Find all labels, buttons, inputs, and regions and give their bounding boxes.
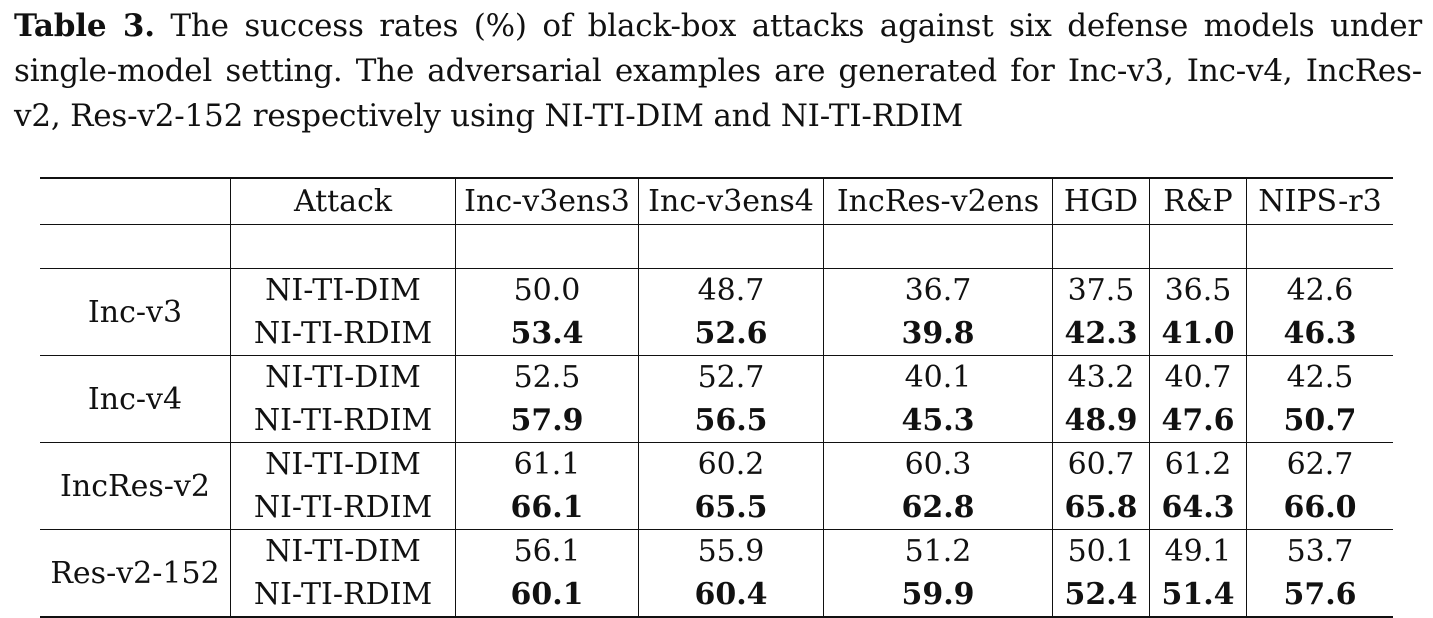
value-cell: 60.3 — [823, 442, 1053, 486]
value-cell: 40.7 — [1149, 355, 1247, 399]
header-model — [40, 178, 231, 225]
header-defense-incres-v2ens: IncRes-v2ens — [823, 178, 1053, 225]
value-cell-best: 60.4 — [638, 573, 824, 618]
value-cell-best: 39.8 — [823, 312, 1053, 356]
header-defense-hgd: HGD — [1052, 178, 1150, 225]
value-cell: 42.6 — [1286, 273, 1354, 308]
table-row: NI-TI-RDIM 53.4 52.6 39.8 42.3 41.0 46.3 — [40, 312, 1393, 356]
value-cell-best: 53.4 — [455, 312, 639, 356]
value-cell: 52.5 — [455, 355, 639, 399]
value-cell-best: 62.8 — [823, 486, 1053, 530]
attack-cell: NI-TI-DIM — [230, 268, 456, 312]
model-cell: Inc-v3 — [40, 268, 231, 356]
table-row: Inc-v4 NI-TI-DIM 52.5 52.7 40.1 43.2 40.… — [40, 355, 1393, 443]
value-cell: 52.7 — [638, 355, 824, 399]
caption-text: The success rates (%) of black-box attac… — [14, 8, 1423, 134]
table-row: Inc-v3 NI-TI-DIM 50.0 48.7 36.7 37.5 36.… — [40, 268, 1393, 356]
value-cell: 42.5 — [1286, 360, 1354, 395]
header-defense-inc-v3ens4: Inc-v3ens4 — [638, 178, 824, 225]
header-defense-inc-v3ens3: Inc-v3ens3 — [455, 178, 639, 225]
value-cell: 61.2 — [1149, 442, 1247, 486]
value-cell: 49.1 — [1149, 529, 1247, 573]
value-cell: 56.1 — [455, 529, 639, 573]
value-cell: 37.5 — [1052, 268, 1150, 312]
model-cell: Res-v2-152 — [40, 529, 231, 618]
value-cell-best: 56.5 — [638, 399, 824, 443]
table-caption: Table 3. The success rates (%) of black-… — [14, 4, 1422, 139]
value-cell: 55.9 — [638, 529, 824, 573]
value-cell-best: 59.9 — [823, 573, 1053, 618]
results-table-container: Attack Inc-v3ens3 Inc-v3ens4 IncRes-v2en… — [40, 177, 1393, 618]
value-cell-best: 41.0 — [1149, 312, 1247, 356]
attack-cell: NI-TI-RDIM — [230, 399, 456, 443]
header-defense-nips-r3: NIPS-r3 — [1258, 184, 1382, 219]
attack-cell: NI-TI-RDIM — [230, 312, 456, 356]
model-cell: Inc-v4 — [40, 355, 231, 443]
caption-label: Table 3. — [14, 8, 155, 44]
value-cell-best: 52.4 — [1052, 573, 1150, 618]
value-cell: 43.2 — [1052, 355, 1150, 399]
table-row: NI-TI-RDIM 66.1 65.5 62.8 65.8 64.3 66.0 — [40, 486, 1393, 530]
value-cell-best: 66.1 — [455, 486, 639, 530]
attack-cell: NI-TI-DIM — [230, 442, 456, 486]
header-attack: Attack — [230, 178, 456, 225]
double-rule — [40, 224, 1393, 269]
attack-cell: NI-TI-DIM — [230, 529, 456, 573]
header-row: Attack Inc-v3ens3 Inc-v3ens4 IncRes-v2en… — [40, 178, 1393, 225]
header-defense-rp: R&P — [1149, 178, 1247, 225]
value-cell: 40.1 — [823, 355, 1053, 399]
value-cell: 36.7 — [823, 268, 1053, 312]
value-cell-best: 57.9 — [455, 399, 639, 443]
value-cell: 62.7 — [1286, 447, 1354, 482]
value-cell: 60.2 — [638, 442, 824, 486]
value-cell-best: 65.5 — [638, 486, 824, 530]
value-cell: 48.7 — [638, 268, 824, 312]
attack-cell: NI-TI-DIM — [230, 355, 456, 399]
value-cell-best: 50.7 — [1246, 399, 1393, 443]
value-cell: 36.5 — [1149, 268, 1247, 312]
table-row: IncRes-v2 NI-TI-DIM 61.1 60.2 60.3 60.7 … — [40, 442, 1393, 530]
value-cell: 53.7 — [1286, 534, 1354, 569]
value-cell: 60.7 — [1052, 442, 1150, 486]
value-cell-best: 60.1 — [455, 573, 639, 618]
model-cell: IncRes-v2 — [40, 442, 231, 530]
value-cell: 50.0 — [455, 268, 639, 312]
value-cell: 50.1 — [1052, 529, 1150, 573]
attack-cell: NI-TI-RDIM — [230, 486, 456, 530]
results-table: Attack Inc-v3ens3 Inc-v3ens4 IncRes-v2en… — [40, 177, 1393, 618]
value-cell-best: 65.8 — [1052, 486, 1150, 530]
value-cell-best: 48.9 — [1052, 399, 1150, 443]
value-cell-best: 47.6 — [1149, 399, 1247, 443]
value-cell-best: 46.3 — [1246, 312, 1393, 356]
value-cell-best: 51.4 — [1149, 573, 1247, 618]
table-row: NI-TI-RDIM 57.9 56.5 45.3 48.9 47.6 50.7 — [40, 399, 1393, 443]
table-row: NI-TI-RDIM 60.1 60.4 59.9 52.4 51.4 57.6 — [40, 573, 1393, 618]
value-cell-best: 64.3 — [1149, 486, 1247, 530]
value-cell-best: 66.0 — [1246, 486, 1393, 530]
value-cell-best: 57.6 — [1246, 573, 1393, 618]
attack-cell: NI-TI-RDIM — [230, 573, 456, 618]
value-cell-best: 52.6 — [638, 312, 824, 356]
value-cell: 61.1 — [455, 442, 639, 486]
value-cell: 51.2 — [823, 529, 1053, 573]
value-cell-best: 42.3 — [1052, 312, 1150, 356]
value-cell-best: 45.3 — [823, 399, 1053, 443]
table-row: Res-v2-152 NI-TI-DIM 56.1 55.9 51.2 50.1… — [40, 529, 1393, 618]
